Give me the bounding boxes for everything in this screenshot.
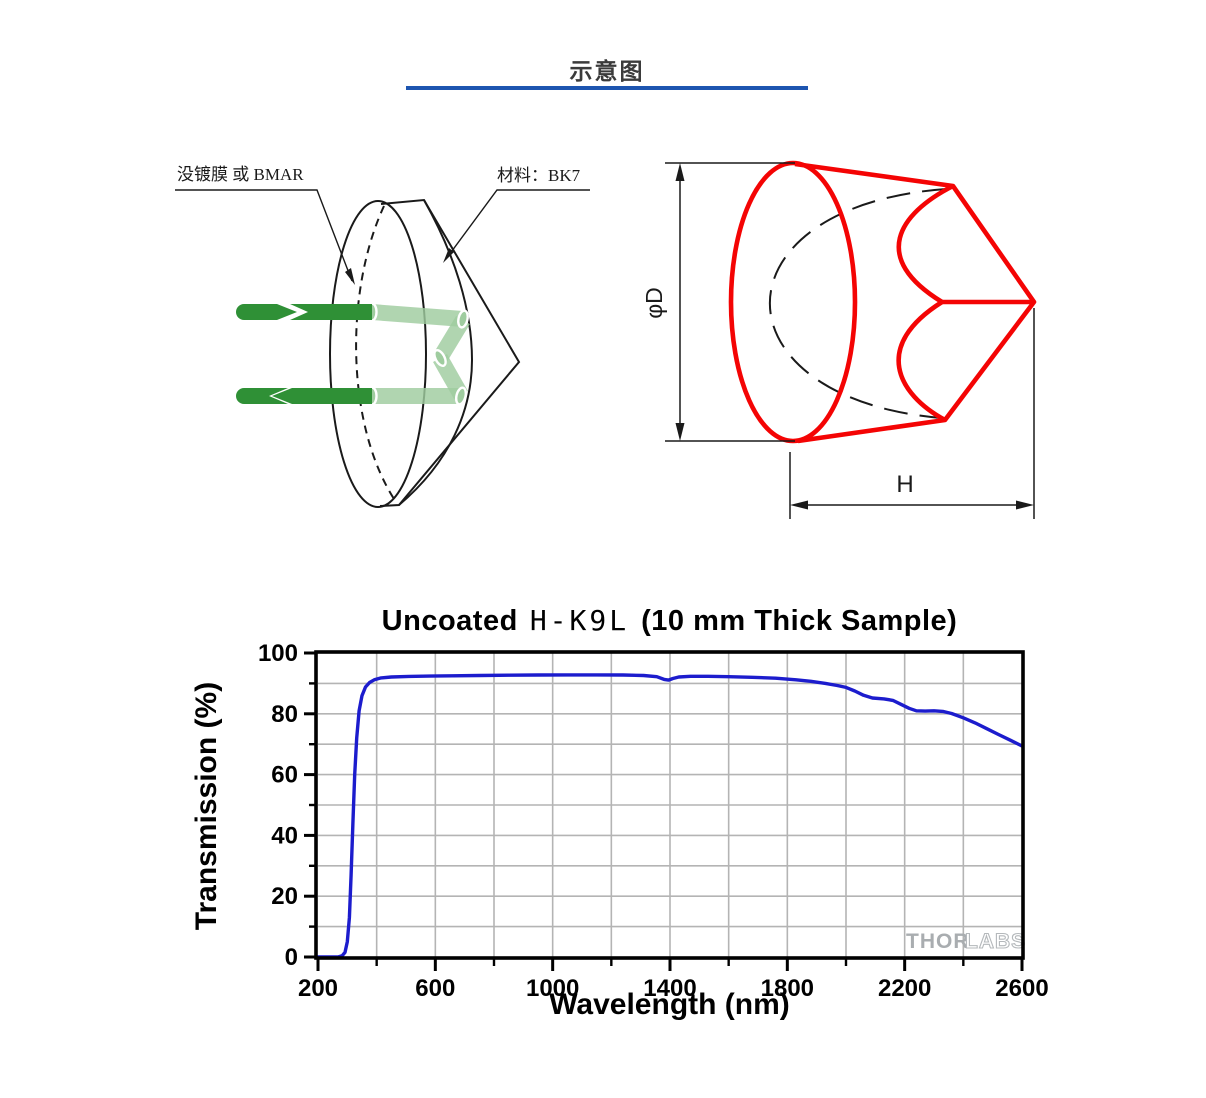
svg-text:80: 80	[271, 701, 298, 728]
chart-title: Uncoated H-K9L (10 mm Thick Sample)	[316, 604, 1023, 638]
chart-title-glass: H-K9L	[529, 604, 630, 637]
svg-text:1400: 1400	[643, 975, 696, 1002]
svg-text:600: 600	[415, 975, 455, 1002]
incident-beam-arrow	[236, 304, 372, 320]
svg-text:40: 40	[271, 822, 298, 849]
y-axis-title: Transmission (%)	[190, 681, 223, 931]
coating-label: 没镀膜 或 BMAR	[177, 165, 304, 184]
svg-text:2600: 2600	[995, 975, 1048, 1002]
schematic-diagrams: 没镀膜 或 BMAR 材料：BK7 φD	[175, 160, 1037, 519]
prism-dimension-diagram: φD H	[641, 160, 1037, 519]
leader-line-material	[443, 189, 590, 263]
svg-text:1000: 1000	[526, 975, 579, 1002]
chart-title-prefix: Uncoated	[381, 605, 518, 637]
prism-curved-edge	[398, 199, 474, 506]
chart-title-suffix: (10 mm Thick Sample)	[641, 605, 958, 637]
material-label: 材料：BK7	[497, 166, 581, 185]
title-underline-rule	[406, 86, 808, 90]
page-title: 示意图	[569, 58, 645, 84]
chart-gridlines	[318, 653, 1022, 957]
x-axis-title: Wavelength (nm)	[549, 988, 790, 1021]
exit-beam-arrow	[236, 388, 372, 404]
hidden-back-rim	[355, 205, 397, 503]
svg-text:200: 200	[298, 975, 338, 1002]
axis-ticks	[304, 651, 1024, 971]
leader-line-coating	[175, 189, 355, 285]
watermark-thorlabs: THOR	[906, 930, 970, 953]
svg-text:60: 60	[271, 762, 298, 789]
watermark-thorlabs-outline: LABS	[965, 930, 1026, 953]
svg-text:100: 100	[258, 640, 298, 667]
prism-silhouette	[379, 198, 521, 507]
transmission-chart: THOR LABS 200 600 1000 1400 1800 2200 2600 0 20 4…	[258, 640, 1049, 1002]
internal-beam	[372, 304, 470, 404]
svg-text:2200: 2200	[878, 975, 931, 1002]
transmission-curve	[316, 673, 1024, 959]
dimension-phi-d	[665, 162, 795, 442]
lens-front-face	[329, 200, 427, 508]
prism-red-outline	[728, 160, 1037, 444]
svg-text:20: 20	[271, 883, 298, 910]
svg-text:0: 0	[285, 944, 298, 971]
diameter-dim-label: φD	[641, 287, 667, 319]
axis-tick-labels: 200 600 1000 1400 1800 2200 2600 0 20 40 60 80 100	[258, 640, 1049, 1002]
beam-paths	[236, 302, 470, 406]
dimension-h	[789, 308, 1035, 519]
height-dim-label: H	[896, 471, 913, 498]
hidden-rim-dashed	[768, 188, 947, 419]
retroreflector-beam-diagram	[175, 189, 590, 508]
svg-text:1800: 1800	[761, 975, 814, 1002]
